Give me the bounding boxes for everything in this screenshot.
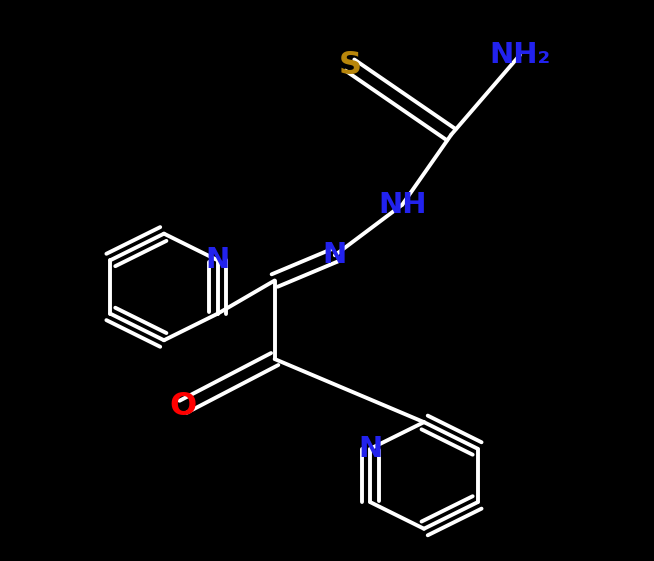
Text: S: S (338, 49, 362, 81)
Text: NH₂: NH₂ (489, 41, 551, 69)
Text: N: N (322, 241, 347, 269)
Text: NH: NH (378, 191, 426, 219)
Text: N: N (205, 246, 230, 274)
Text: N: N (358, 435, 383, 463)
Text: O: O (169, 391, 197, 422)
